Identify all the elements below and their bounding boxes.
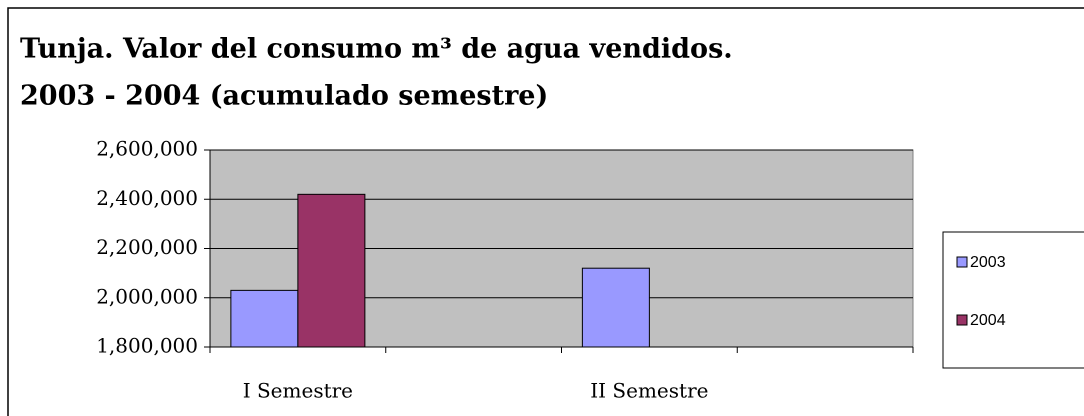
legend-label: 2004 — [970, 312, 1006, 329]
chart-title: Tunja. Valor del consumo m³ de agua vend… — [20, 34, 733, 65]
chart-title: 2003 - 2004 (acumulado semestre) — [20, 81, 548, 112]
y-tick-label: 2,200,000 — [96, 235, 198, 259]
x-tick-label: II Semestre — [590, 379, 708, 403]
legend-label: 2003 — [970, 254, 1006, 271]
legend-box — [942, 231, 1084, 369]
bar — [581, 267, 650, 348]
y-tick-label: 2,600,000 — [96, 137, 198, 161]
legend-swatch — [956, 314, 968, 326]
y-tick-label: 2,000,000 — [96, 284, 198, 308]
y-tick-label: 2,400,000 — [96, 186, 198, 210]
bar — [230, 289, 299, 348]
legend-swatch — [956, 256, 968, 268]
x-tick-label: I Semestre — [243, 379, 353, 403]
y-tick-label: 1,800,000 — [96, 334, 198, 358]
bar — [297, 193, 366, 348]
